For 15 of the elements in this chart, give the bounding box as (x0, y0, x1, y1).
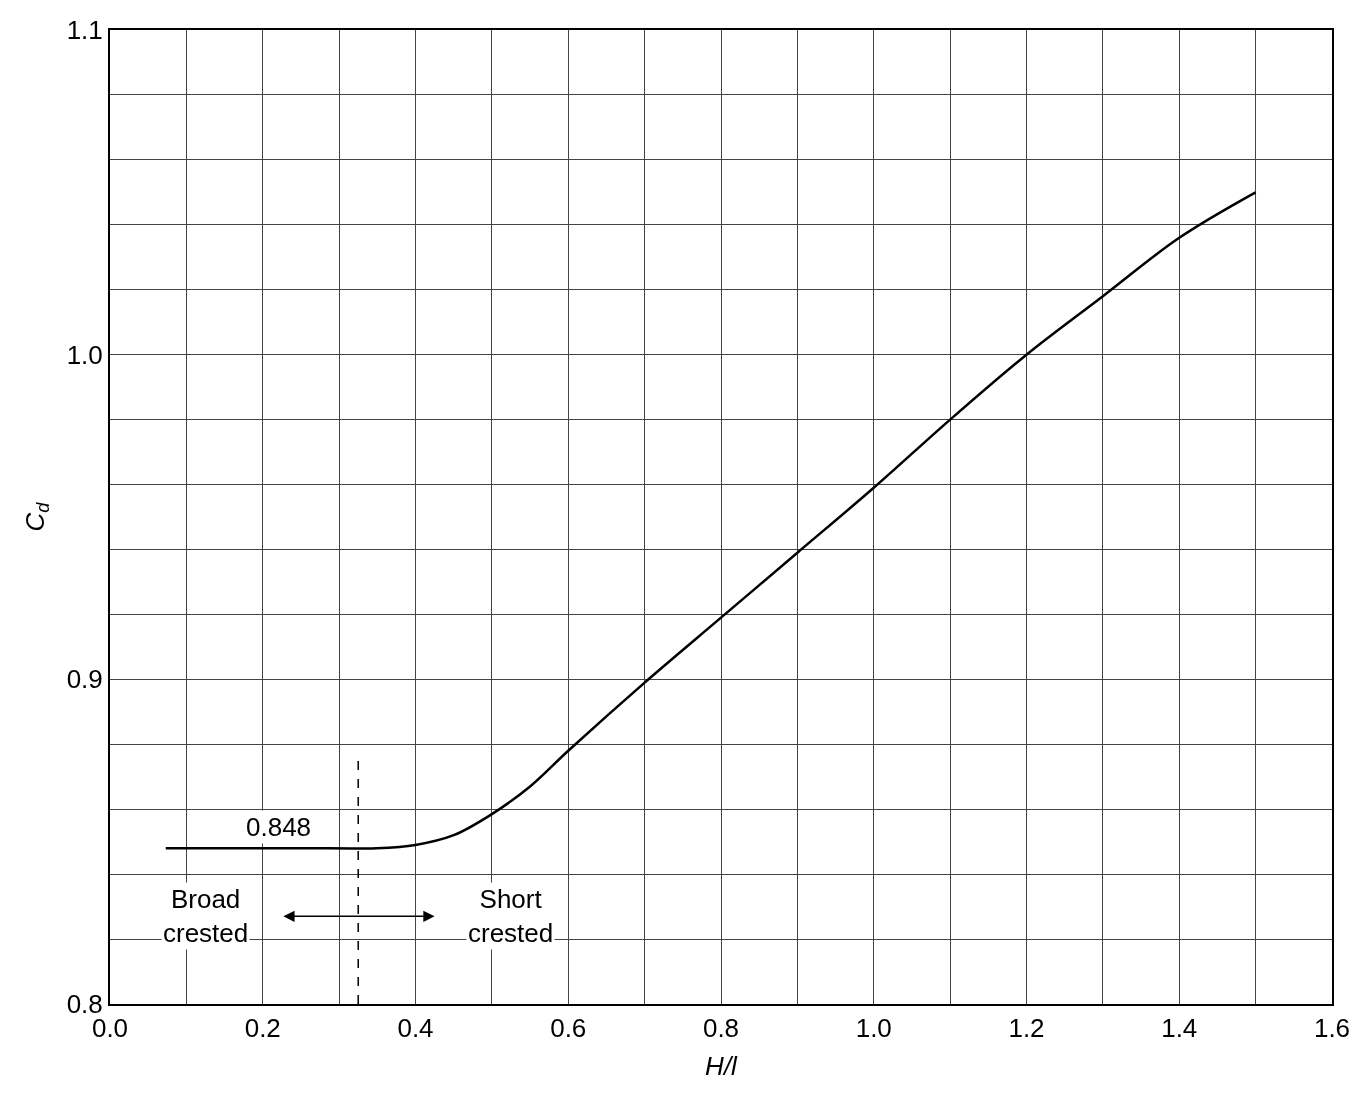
x-tick-label: 1.4 (1161, 1013, 1198, 1044)
x-tick-label: 1.2 (1008, 1013, 1045, 1044)
x-tick-label: 0.6 (550, 1013, 587, 1044)
x-tick-label: 1.6 (1313, 1013, 1351, 1044)
x-tick-label: 0.4 (397, 1013, 434, 1044)
x-tick-label: 0.2 (244, 1013, 281, 1044)
y-tick-label: 1.1 (66, 15, 103, 46)
x-tick-label: 1.0 (855, 1013, 892, 1044)
x-axis-title: H/l (705, 1051, 739, 1082)
annotation: Short crested (468, 884, 554, 948)
y-tick-label: 1.0 (66, 339, 103, 370)
annotation: Broad crested (163, 884, 249, 948)
y-tick-label: 0.9 (66, 664, 103, 695)
annotation: 0.848 (246, 812, 312, 842)
x-tick-label: 0.8 (702, 1013, 740, 1044)
